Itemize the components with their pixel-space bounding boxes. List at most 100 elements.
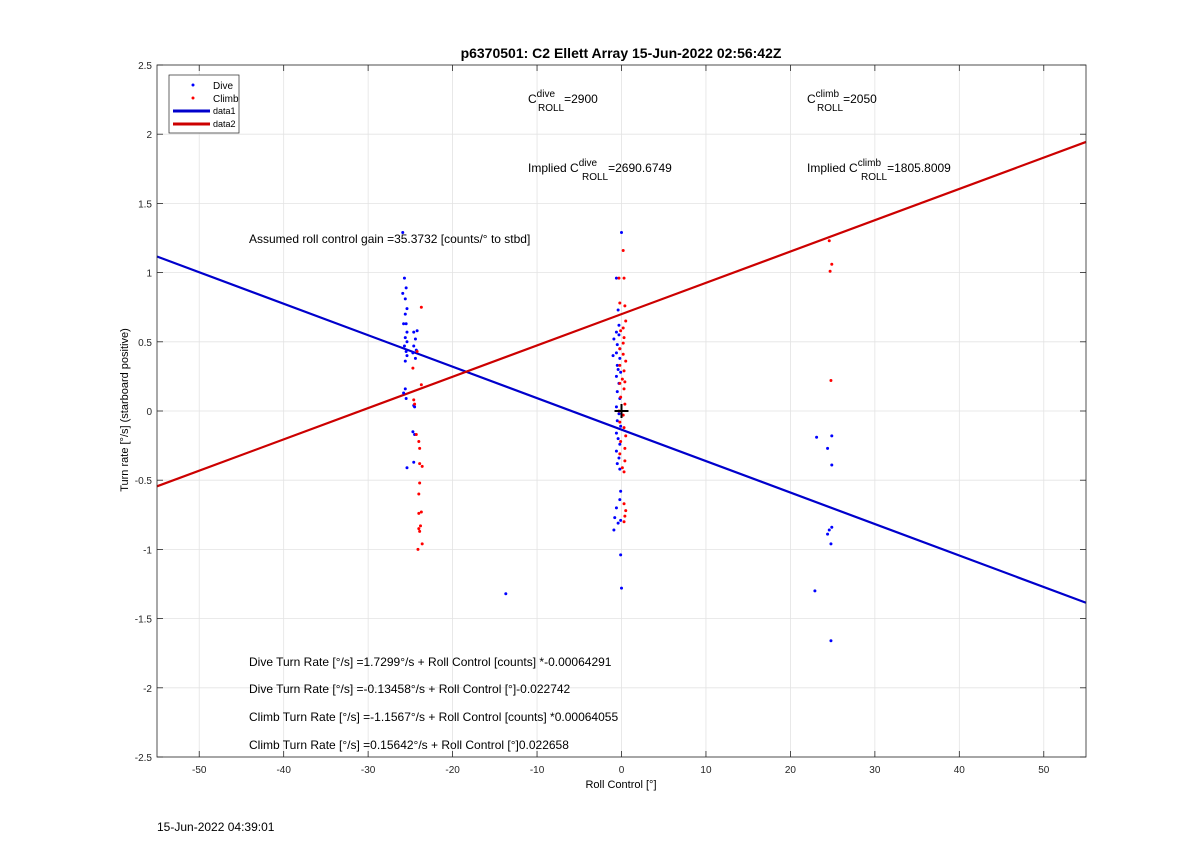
climb-point [624,434,628,438]
y-tick-label: 2 [146,130,152,141]
annotation-eq-climb-deg: Climb Turn Rate [°/s] =0.15642°/s + Roll… [249,738,569,752]
climb-point [419,383,423,387]
dive-point [829,542,833,546]
dive-point [617,456,621,460]
origin-marker [614,404,629,418]
dive-point [412,344,416,348]
climb-point [624,319,628,323]
climb-point [417,439,421,443]
climb-point [413,402,417,406]
dive-point [618,356,622,360]
climb-point [619,329,623,333]
coefficient-annotations: Cdive ROLL=2900 Cclimb ROLL=2050 Implied C… [249,89,951,752]
dive-point [815,435,819,439]
dive-point [615,343,619,347]
dive-point [826,532,830,536]
dive-point [826,446,830,450]
y-tick-label: 1.5 [138,199,152,210]
dive-point [405,354,409,358]
climb-point [623,380,627,384]
dive-point [611,354,615,358]
climb-point [411,366,415,370]
climb-point [621,248,625,252]
climb-point [621,341,625,345]
dive-point [403,297,407,301]
dive-point [404,286,408,290]
dive-point [402,344,406,348]
dive-point [504,592,508,596]
dive-point [614,330,618,334]
fit-line-data2 [156,140,1087,488]
dive-point [402,322,406,326]
climb-point [620,377,624,381]
dive-point [616,367,620,371]
y-tick-label: -2.5 [135,753,153,764]
x-tick-label: -10 [530,765,545,776]
dive-point [403,312,407,316]
annotation-c-climb: Cclimb ROLL=2050 [807,89,877,114]
dive-point [617,412,621,416]
scatter-points [401,230,834,643]
climb-point [420,464,424,468]
legend-climb-label: Climb [213,94,239,105]
x-tick-label: -30 [361,765,376,776]
climb-point [417,527,421,531]
dive-point [412,330,416,334]
climb-point [414,433,418,437]
annotation-eq-dive-counts: Dive Turn Rate [°/s] =1.7299°/s + Roll C… [249,655,612,669]
y-tick-label: 0 [146,407,152,418]
climb-point [622,470,626,474]
dive-point [830,525,834,529]
climb-point [618,363,622,367]
climb-point [622,502,626,506]
dive-point [614,405,618,409]
dive-point [405,466,409,470]
dive-point [619,370,623,374]
dive-point [613,516,617,520]
dive-point [413,405,417,409]
climb-point [417,492,421,496]
x-tick-label: -40 [276,765,291,776]
x-tick-label: 10 [700,765,712,776]
climb-point [620,466,624,470]
climb-point [618,347,622,351]
dive-point [402,391,406,395]
dive-point [401,291,405,295]
dive-point [619,489,623,493]
fit-lines [156,140,1087,604]
dive-point [615,390,619,394]
dive-point [619,518,623,522]
dive-point [618,467,622,471]
climb-point [624,509,628,513]
legend: Dive Climb data1 data2 [168,74,240,134]
print-timestamp: 15-Jun-2022 04:39:01 [157,820,275,834]
climb-point [621,352,625,356]
annotation-gain: Assumed roll control gain =35.3732 [coun… [249,232,530,246]
dive-point [618,498,622,502]
dive-point [620,586,623,590]
dive-point [830,434,834,438]
dive-point [619,424,623,428]
x-axis-label: Roll Control [°] [585,779,656,791]
x-tick-label: 50 [1038,765,1050,776]
dive-point [617,333,621,337]
y-tick-label: 1 [146,269,152,280]
dive-point [615,419,619,423]
dive-point [412,460,416,464]
climb-point [412,398,416,402]
legend-dive-label: Dive [213,81,233,92]
chart-title: p6370501: C2 Ellett Array 15-Jun-2022 02… [461,45,782,61]
dive-point [405,340,409,344]
y-tick-label: 2.5 [138,61,152,72]
dive-point [404,397,408,401]
axis-ticks: -50 -40 -30 -20 -10 0 10 20 30 40 50-2.5-2-1.5-1-0… [135,61,1086,776]
climb-point [418,529,422,533]
climb-point [622,387,626,391]
climb-point [623,402,627,406]
annotation-eq-dive-deg: Dive Turn Rate [°/s] =-0.13458°/s + Roll… [249,682,571,696]
dive-point [614,449,618,453]
legend-data2-label: data2 [213,119,236,129]
dive-point [620,230,623,234]
climb-point [622,336,626,340]
